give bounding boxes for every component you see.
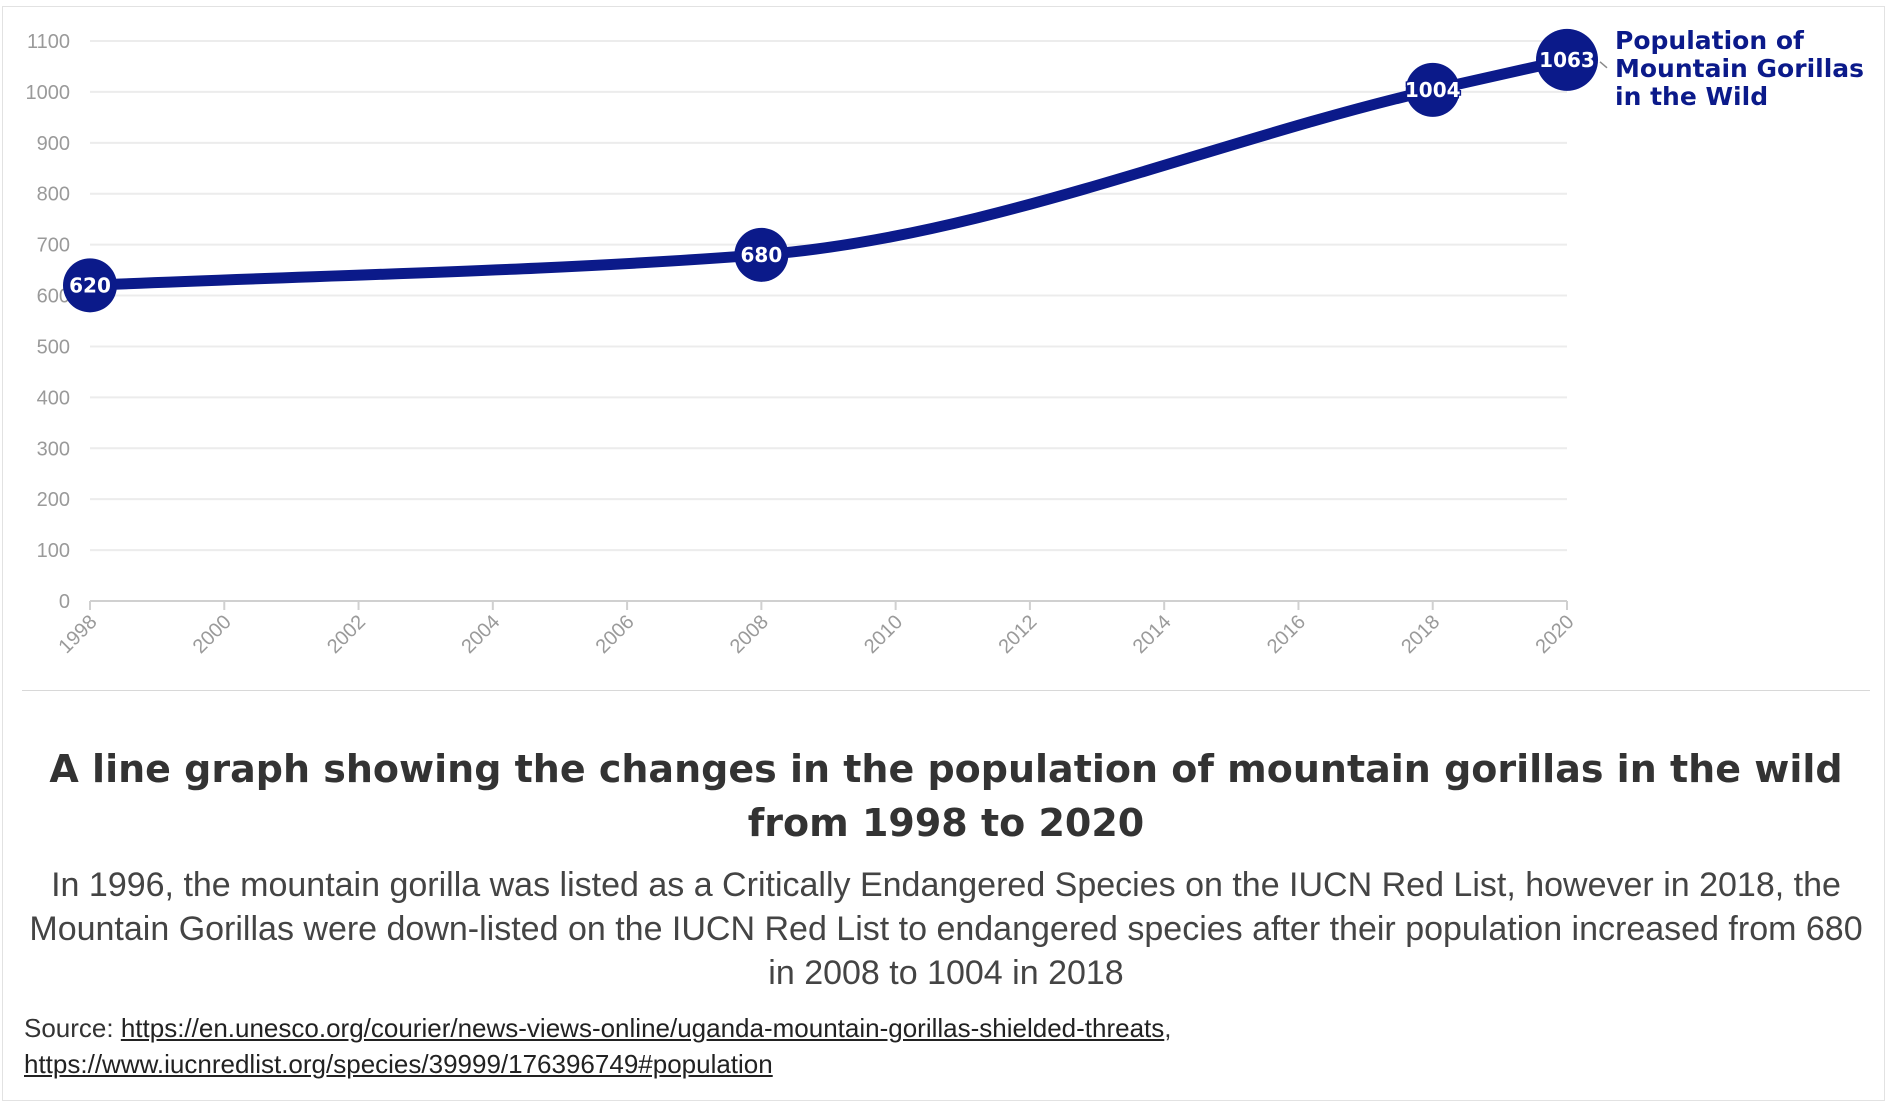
data-label: 1063 [1539, 48, 1595, 72]
series-label-line: Population of [1615, 26, 1805, 55]
source-link-iucn[interactable]: https://www.iucnredlist.org/species/3999… [24, 1049, 773, 1079]
gridlines [90, 40, 1567, 602]
y-tick-label: 1100 [27, 31, 70, 53]
y-tick-label: 1000 [26, 82, 71, 104]
series-label-line: in the Wild [1615, 82, 1768, 111]
y-tick-label: 100 [37, 540, 70, 562]
x-tick-label: 2016 [1263, 611, 1310, 658]
x-tick-label: 2010 [860, 611, 907, 658]
x-tick-label: 2004 [457, 611, 504, 658]
x-tick-label: 2020 [1532, 611, 1579, 658]
y-tick-label: 900 [37, 133, 70, 155]
y-tick-label: 0 [59, 591, 70, 613]
y-axis: 0 100 200 300 400 500 600 700 800 900 1000 1100 [26, 31, 71, 613]
source-separator: , [1164, 1013, 1172, 1043]
series-line [84, 54, 1573, 291]
x-axis: 1998 2000 2002 2004 2006 2008 2010 2012 2014 2016… [55, 601, 1579, 658]
x-tick-label: 2006 [592, 611, 639, 658]
data-label: 620 [69, 273, 111, 297]
x-tick-label: 2018 [1397, 611, 1444, 658]
data-label: 1004 [1405, 78, 1461, 102]
x-tick-label: 2012 [994, 611, 1041, 658]
y-tick-label: 700 [37, 235, 70, 257]
x-tick-label: 2002 [323, 611, 370, 658]
x-tick-label: 1998 [55, 611, 102, 658]
data-point [734, 227, 789, 282]
chart-subtitle: In 1996, the mountain gorilla was listed… [29, 866, 1863, 992]
data-point [1536, 28, 1598, 91]
x-tick-label: 2008 [726, 611, 773, 658]
y-tick-label: 800 [37, 184, 70, 206]
x-tick-label: 2014 [1129, 611, 1176, 658]
y-tick-label: 500 [37, 336, 70, 358]
source-note: Source: https://en.unesco.org/courier/ne… [24, 1010, 1864, 1082]
data-label: 680 [740, 243, 782, 267]
data-point [63, 258, 117, 313]
data-point [1405, 62, 1460, 117]
y-tick-label: 400 [37, 387, 70, 409]
chart-title: A line graph showing the changes in the … [49, 747, 1843, 845]
chart-separator [22, 690, 1870, 691]
series-label: Population of Mountain Gorillas in the Wil… [1615, 26, 1864, 111]
y-tick-label: 600 [37, 286, 70, 308]
series-label-leader [1599, 61, 1608, 69]
y-tick-label: 300 [37, 438, 70, 460]
series-label-line: Mountain Gorillas [1615, 54, 1864, 83]
x-tick-label: 2000 [189, 611, 236, 658]
chart-frame [2, 6, 1885, 1101]
source-link-unesco[interactable]: https://en.unesco.org/courier/news-views… [120, 1013, 1165, 1043]
source-prefix: Source: [24, 1013, 121, 1043]
line-chart: 0 100 200 300 400 500 600 700 800 900 1000 1100 199… [26, 26, 1865, 658]
y-tick-label: 200 [37, 489, 70, 511]
series-group: 620 680 1004 1063 Population of Mountain Gori… [63, 26, 1864, 313]
